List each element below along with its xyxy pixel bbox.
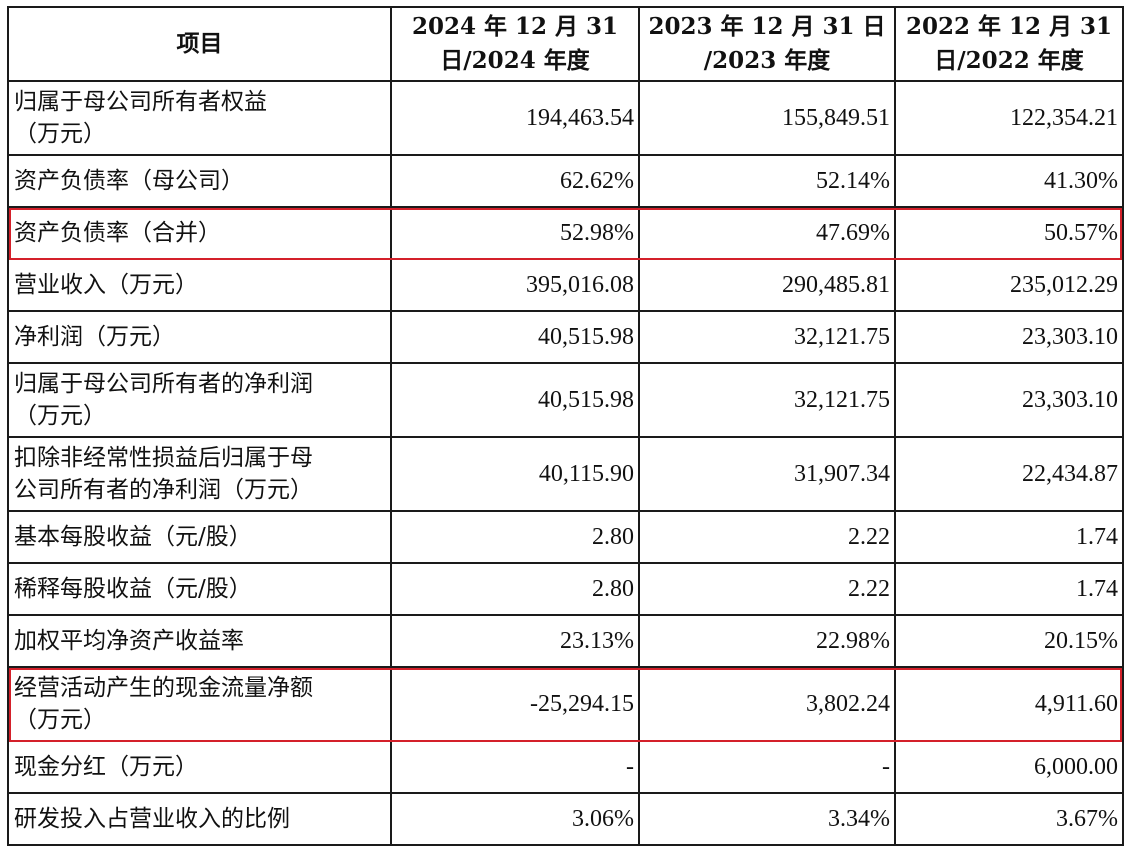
value-2022: 50.57%: [894, 206, 1124, 260]
value-2023: 2.22: [638, 510, 896, 564]
table-row: 加权平均净资产收益率 23.13% 22.98% 20.15%: [7, 614, 1124, 668]
row-label: 归属于母公司所有者权益 （万元）: [7, 80, 392, 156]
value-2024: -: [390, 740, 640, 794]
header-2022: 2022 年 12 月 31 日/2022 年度: [894, 6, 1124, 82]
header-item-line: 项目: [176, 30, 223, 57]
value-2024: 62.62%: [390, 154, 640, 208]
value-2023: 3,802.24: [638, 666, 896, 742]
value-2023: 3.34%: [638, 792, 896, 846]
header-line: 2023 年 12 月 31 日: [648, 13, 886, 40]
row-label: 资产负债率（母公司）: [7, 154, 392, 208]
row-label-line: 基本每股收益（元/股）: [14, 524, 252, 550]
row-label-line: 资产负债率（合并）: [14, 220, 221, 246]
row-label-line: 资产负债率（母公司）: [14, 168, 244, 194]
value-2023: 31,907.34: [638, 436, 896, 512]
value-2024: 23.13%: [390, 614, 640, 668]
table-row: 营业收入（万元） 395,016.08 290,485.81 235,012.29: [7, 258, 1124, 312]
value-2024: 194,463.54: [390, 80, 640, 156]
header-row: 项目 2024 年 12 月 31 日/2024 年度 2023 年 12 月 3…: [7, 6, 1124, 82]
value-2023: 2.22: [638, 562, 896, 616]
row-label: 净利润（万元）: [7, 310, 392, 364]
row-label: 稀释每股收益（元/股）: [7, 562, 392, 616]
row-label-line: 公司所有者的净利润（万元）: [14, 477, 313, 503]
value-2022: 235,012.29: [894, 258, 1124, 312]
row-label-line: 净利润（万元）: [14, 324, 175, 350]
value-2022: 20.15%: [894, 614, 1124, 668]
row-label: 经营活动产生的现金流量净额 （万元）: [7, 666, 392, 742]
value-2022: 23,303.10: [894, 310, 1124, 364]
value-2022: 1.74: [894, 562, 1124, 616]
value-2024: 40,115.90: [390, 436, 640, 512]
value-2022: 6,000.00: [894, 740, 1124, 794]
value-2024: 395,016.08: [390, 258, 640, 312]
value-2024: 40,515.98: [390, 362, 640, 438]
value-2022: 4,911.60: [894, 666, 1124, 742]
row-label-line: 研发投入占营业收入的比例: [14, 806, 290, 832]
row-label: 扣除非经常性损益后归属于母 公司所有者的净利润（万元）: [7, 436, 392, 512]
table-row: 净利润（万元） 40,515.98 32,121.75 23,303.10: [7, 310, 1124, 364]
row-label: 现金分红（万元）: [7, 740, 392, 794]
value-2023: 32,121.75: [638, 310, 896, 364]
header-item: 项目: [7, 6, 392, 82]
table-row: 研发投入占营业收入的比例 3.06% 3.34% 3.67%: [7, 792, 1124, 846]
row-label-line: 扣除非经常性损益后归属于母: [14, 445, 313, 471]
table-row: 扣除非经常性损益后归属于母 公司所有者的净利润（万元） 40,115.90 31,90…: [7, 436, 1124, 512]
financial-table-container: 项目 2024 年 12 月 31 日/2024 年度 2023 年 12 月 3…: [7, 6, 1124, 846]
row-label: 资产负债率（合并）: [7, 206, 392, 260]
row-label-line: 营业收入（万元）: [14, 272, 198, 298]
row-label-line: 归属于母公司所有者权益: [14, 89, 267, 115]
table-row: 资产负债率（合并） 52.98% 47.69% 50.57%: [7, 206, 1124, 260]
row-label-line: （万元）: [14, 121, 106, 147]
header-2023: 2023 年 12 月 31 日/2023 年度: [638, 6, 896, 82]
value-2024: 2.80: [390, 562, 640, 616]
row-label: 研发投入占营业收入的比例: [7, 792, 392, 846]
value-2023: 290,485.81: [638, 258, 896, 312]
table-row: 稀释每股收益（元/股） 2.80 2.22 1.74: [7, 562, 1124, 616]
value-2022: 22,434.87: [894, 436, 1124, 512]
value-2024: 2.80: [390, 510, 640, 564]
header-line: 日/2022 年度: [934, 47, 1084, 74]
header-line: 2024 年 12 月 31: [411, 13, 619, 40]
row-label-line: （万元）: [14, 403, 106, 429]
table-row: 现金分红（万元） - -6,000.00: [7, 740, 1124, 794]
row-label: 营业收入（万元）: [7, 258, 392, 312]
value-2023: 47.69%: [638, 206, 896, 260]
row-label-line: 现金分红（万元）: [14, 754, 198, 780]
header-line: 2022 年 12 月 31: [905, 13, 1113, 40]
value-2023: 52.14%: [638, 154, 896, 208]
value-2022: 122,354.21: [894, 80, 1124, 156]
value-2024: 3.06%: [390, 792, 640, 846]
value-2024: 40,515.98: [390, 310, 640, 364]
header-line: 日/2024 年度: [440, 47, 590, 74]
table-row: 归属于母公司所有者的净利润 （万元） 40,515.98 32,121.75 23,30…: [7, 362, 1124, 438]
row-label-line: 经营活动产生的现金流量净额: [14, 675, 313, 701]
value-2023: 32,121.75: [638, 362, 896, 438]
value-2022: 23,303.10: [894, 362, 1124, 438]
value-2023: -: [638, 740, 896, 794]
value-2022: 3.67%: [894, 792, 1124, 846]
row-label: 基本每股收益（元/股）: [7, 510, 392, 564]
table-row: 基本每股收益（元/股） 2.80 2.22 1.74: [7, 510, 1124, 564]
row-label-line: 加权平均净资产收益率: [14, 628, 244, 654]
header-2024: 2024 年 12 月 31 日/2024 年度: [390, 6, 640, 82]
value-2023: 22.98%: [638, 614, 896, 668]
header-line: /2023 年度: [703, 47, 831, 74]
value-2024: 52.98%: [390, 206, 640, 260]
financial-table: 项目 2024 年 12 月 31 日/2024 年度 2023 年 12 月 3…: [7, 6, 1124, 846]
value-2023: 155,849.51: [638, 80, 896, 156]
value-2022: 41.30%: [894, 154, 1124, 208]
row-label-line: （万元）: [14, 707, 106, 733]
row-label-line: 稀释每股收益（元/股）: [14, 576, 252, 602]
value-2022: 1.74: [894, 510, 1124, 564]
row-label: 归属于母公司所有者的净利润 （万元）: [7, 362, 392, 438]
value-2024: -25,294.15: [390, 666, 640, 742]
table-row: 资产负债率（母公司） 62.62% 52.14% 41.30%: [7, 154, 1124, 208]
table-row: 经营活动产生的现金流量净额 （万元） -25,294.15 3,802.24 4,911…: [7, 666, 1124, 742]
table-row: 归属于母公司所有者权益 （万元） 194,463.54 155,849.51 122,3…: [7, 80, 1124, 156]
row-label: 加权平均净资产收益率: [7, 614, 392, 668]
row-label-line: 归属于母公司所有者的净利润: [14, 371, 313, 397]
